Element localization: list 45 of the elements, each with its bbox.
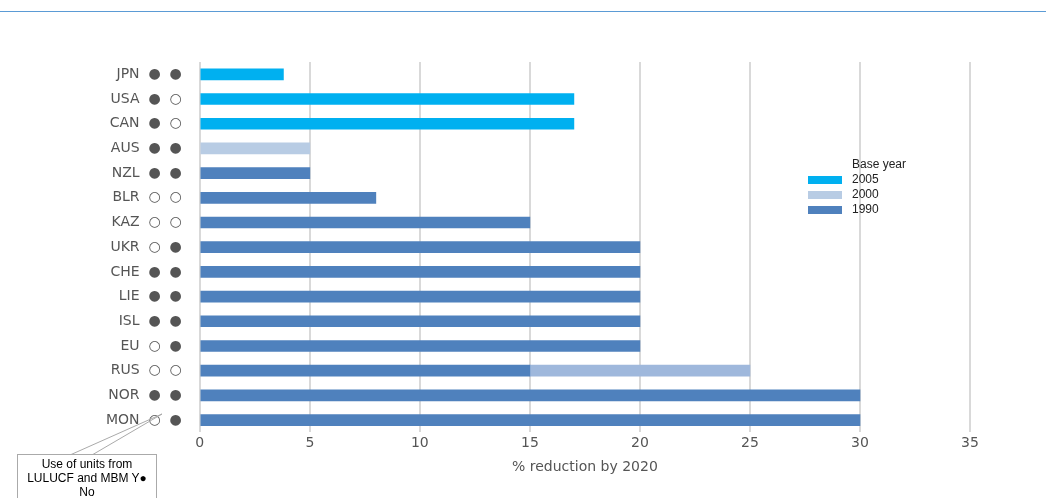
legend-title: Base year xyxy=(852,157,907,172)
x-tick-label: 30 xyxy=(851,434,869,451)
bar xyxy=(200,93,575,105)
y-tick-label: NZL ● ● xyxy=(111,163,182,180)
bar xyxy=(200,142,311,155)
x-tick-label: 20 xyxy=(631,434,649,451)
y-tick-label: ISL ● ● xyxy=(118,311,182,328)
y-tick-label: CHE ● ● xyxy=(110,262,182,279)
x-tick-label: 5 xyxy=(305,434,315,451)
bar xyxy=(200,315,641,328)
bar xyxy=(200,290,641,303)
y-tick-label: USA ● ○ xyxy=(110,89,182,106)
bar xyxy=(200,364,531,377)
x-tick-label: 25 xyxy=(741,434,759,451)
text: Use of units from LULUCF and MBM Y● No xyxy=(20,457,154,498)
bar xyxy=(200,241,641,254)
bar xyxy=(529,364,751,377)
y-tick-label: LIE ● ● xyxy=(118,287,182,304)
x-tick-label: 35 xyxy=(961,434,979,451)
y-tick-label: NOR ● ● xyxy=(108,386,182,402)
x-tick-label: 0 xyxy=(195,434,205,451)
bar xyxy=(200,167,311,179)
y-tick-label: CAN ● ○ xyxy=(109,114,182,131)
y-tick-label: JPN ● ● xyxy=(115,64,182,81)
bar xyxy=(200,266,641,278)
y-tick-label: RUS ○ ○ xyxy=(110,361,182,378)
y-tick-label: EU ○ ● xyxy=(120,336,182,353)
bar xyxy=(200,414,861,426)
bar xyxy=(200,191,377,204)
bar xyxy=(200,117,575,130)
x-tick-label: 15 xyxy=(520,434,539,451)
y-tick-label: UKR ○ ● xyxy=(110,237,182,254)
y-tick-label: BLR ○ ○ xyxy=(112,188,182,205)
y-tick-label: MON ○ ● xyxy=(105,410,182,427)
y-tick-label: AUS ● ● xyxy=(110,139,182,156)
x-axis-title: % reduction by 2020 xyxy=(512,458,658,475)
bar xyxy=(200,340,641,352)
legend-label: 1990 xyxy=(852,202,879,217)
legend-label: 2000 xyxy=(852,187,879,202)
bar xyxy=(200,68,284,81)
legend-label: 2005 xyxy=(852,172,879,187)
x-tick-label: 10 xyxy=(410,434,429,451)
bar xyxy=(200,389,861,402)
bar xyxy=(200,216,531,229)
y-tick-label: KAZ ○ ○ xyxy=(111,213,182,230)
